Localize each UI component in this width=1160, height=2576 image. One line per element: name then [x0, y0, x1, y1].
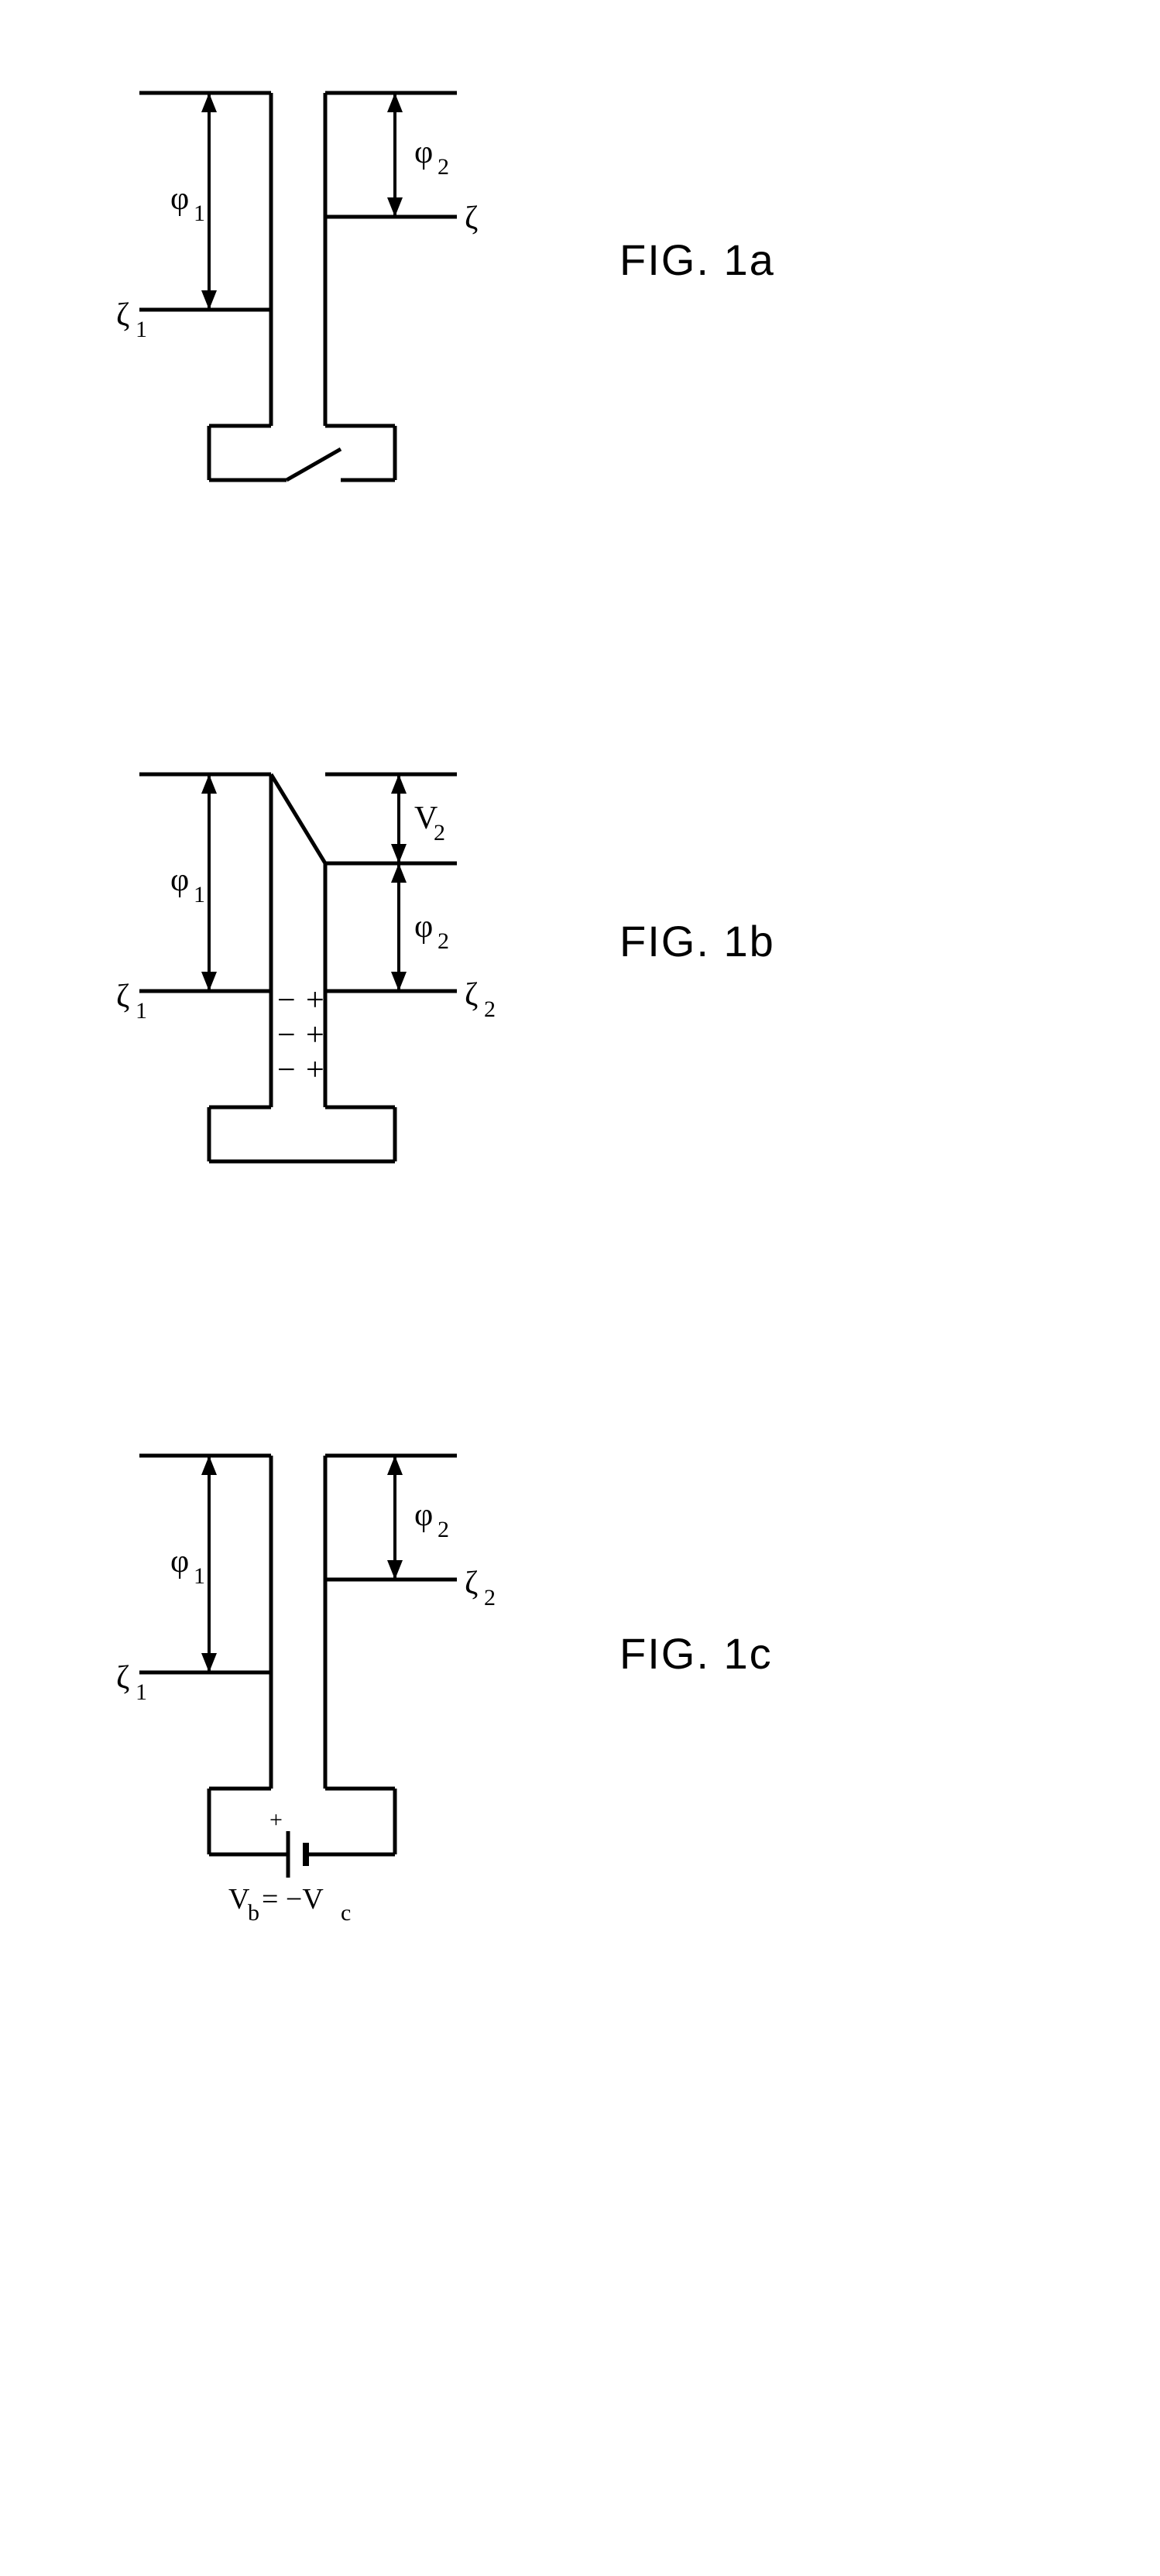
- zeta2-sub-b: 2: [484, 996, 496, 1022]
- plus-2: +: [306, 1017, 324, 1053]
- minus-3: −: [277, 1052, 296, 1088]
- plus-1: +: [306, 983, 324, 1018]
- minus-2: −: [277, 1017, 296, 1053]
- phi1-sub-b: 1: [194, 882, 205, 907]
- phi2-label-c: φ: [414, 1497, 433, 1533]
- phi2-sub-c: 2: [438, 1517, 449, 1542]
- phi2-label-b: φ: [414, 909, 433, 945]
- zeta2-sub-c: 2: [484, 1585, 496, 1610]
- figure-1c-label: FIG. 1c: [619, 1628, 773, 1679]
- figure-1a-diagram: φ 1 φ 2 ζ 1 ζ: [93, 62, 527, 527]
- phi1-label: φ: [170, 181, 189, 217]
- zeta2-label: ζ: [465, 201, 478, 236]
- zeta1-sub-b: 1: [136, 998, 147, 1024]
- figure-1c-container: φ 1 φ 2 ζ 1 ζ 2 + V b = −V c FIG. 1c: [93, 1425, 1067, 1951]
- battery-eq-sub2: c: [341, 1900, 351, 1926]
- zeta1-sub: 1: [136, 317, 147, 342]
- zeta2-label-b: ζ: [465, 977, 478, 1013]
- phi1-label-c: φ: [170, 1544, 189, 1580]
- zeta1-label-b: ζ: [116, 979, 129, 1014]
- v2-sub: 2: [434, 820, 445, 846]
- zeta2-label-c: ζ: [465, 1566, 478, 1601]
- figure-1b-diagram: − − − + + + φ 1 V 2 φ 2 ζ 1 ζ 2: [93, 743, 527, 1208]
- zeta1-label-c: ζ: [116, 1660, 129, 1696]
- phi2-sub: 2: [438, 154, 449, 180]
- figure-1a-svg: φ 1 φ 2 ζ 1 ζ: [93, 62, 527, 527]
- figure-1b-container: − − − + + + φ 1 V 2 φ 2 ζ 1 ζ 2 FIG. 1b: [93, 743, 1067, 1208]
- figure-1a-label: FIG. 1a: [619, 235, 775, 285]
- figure-1b-label: FIG. 1b: [619, 916, 775, 966]
- battery-eq-mid: = −V: [262, 1883, 324, 1916]
- phi1-label-b: φ: [170, 863, 189, 898]
- minus-1: −: [277, 983, 296, 1018]
- phi2-label: φ: [414, 135, 433, 170]
- plus-3: +: [306, 1052, 324, 1088]
- battery-plus: +: [269, 1807, 283, 1833]
- figure-1c-svg: φ 1 φ 2 ζ 1 ζ 2 + V b = −V c: [93, 1425, 527, 1951]
- zeta1-label: ζ: [116, 297, 129, 333]
- figure-1c-diagram: φ 1 φ 2 ζ 1 ζ 2 + V b = −V c: [93, 1425, 527, 1951]
- figure-1a-container: φ 1 φ 2 ζ 1 ζ FIG. 1a: [93, 62, 1067, 527]
- phi1-sub: 1: [194, 201, 205, 226]
- zeta1-sub-c: 1: [136, 1679, 147, 1705]
- figure-1b-svg: − − − + + + φ 1 V 2 φ 2 ζ 1 ζ 2: [93, 743, 527, 1208]
- phi1-sub-c: 1: [194, 1563, 205, 1589]
- battery-eq-vb: V: [228, 1883, 250, 1916]
- battery-eq-sub1: b: [248, 1900, 259, 1926]
- phi2-sub-b: 2: [438, 928, 449, 954]
